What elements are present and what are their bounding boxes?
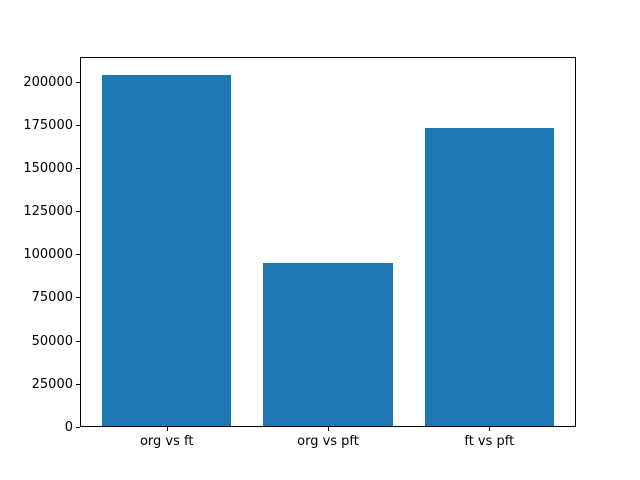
- y-tick-label: 125000: [23, 204, 73, 220]
- x-tick-label: ft vs pft: [464, 434, 515, 449]
- y-tick-mark: [76, 81, 80, 83]
- bar-org-vs-ft: [102, 74, 232, 427]
- y-tick-mark: [76, 211, 80, 213]
- y-tick-label: 150000: [23, 160, 73, 176]
- x-tick-label: org vs pft: [297, 434, 359, 449]
- y-tick-label: 200000: [23, 74, 73, 90]
- x-tick-label: org vs ft: [139, 434, 194, 449]
- y-tick-label: 75000: [31, 290, 73, 306]
- x-tick-mark: [166, 427, 168, 431]
- y-tick-mark: [76, 383, 80, 385]
- bar-org-vs-pft: [263, 262, 393, 427]
- x-tick-mark: [489, 427, 491, 431]
- y-tick-label: 100000: [23, 247, 73, 263]
- y-tick-mark: [76, 254, 80, 256]
- y-tick-mark: [76, 124, 80, 126]
- y-tick-mark: [76, 427, 80, 428]
- y-tick-mark: [76, 297, 80, 299]
- y-tick-label: 0: [64, 420, 73, 435]
- y-tick-label: 175000: [23, 117, 73, 133]
- y-tick-label: 50000: [31, 333, 73, 349]
- y-tick-label: 25000: [31, 376, 73, 392]
- y-tick-mark: [76, 340, 80, 342]
- x-tick-mark: [328, 427, 329, 431]
- bar-ft-vs-pft: [424, 128, 554, 427]
- y-tick-mark: [76, 167, 80, 169]
